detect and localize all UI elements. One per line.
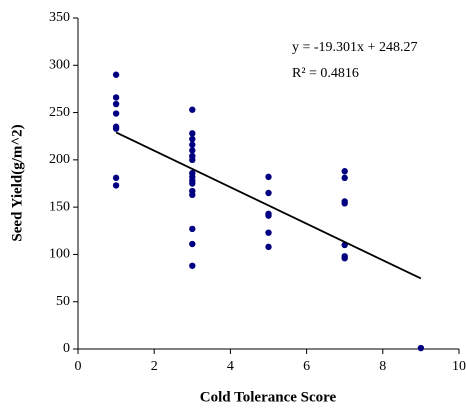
- data-point: [189, 240, 196, 248]
- data-point: [189, 147, 196, 154]
- data-point: [112, 174, 120, 182]
- data-point: [189, 191, 196, 199]
- y-tick-label: 200: [49, 152, 70, 167]
- data-point: [265, 173, 272, 181]
- x-tick-label: 10: [452, 359, 466, 374]
- data-point: [189, 180, 196, 187]
- data-point: [112, 182, 120, 189]
- data-point: [112, 71, 120, 78]
- data-point: [112, 100, 120, 108]
- x-tick-label: 8: [379, 359, 386, 374]
- data-point: [265, 212, 272, 219]
- data-point: [341, 168, 348, 175]
- data-point: [265, 229, 272, 236]
- y-tick-label: 50: [56, 294, 70, 309]
- data-point: [265, 189, 272, 197]
- data-point: [189, 135, 196, 143]
- data-point: [112, 94, 120, 101]
- data-point: [112, 110, 120, 117]
- r-squared-annotation: R² = 0.4816: [292, 66, 359, 81]
- y-tick-label: 250: [49, 105, 70, 120]
- y-tick-label: 150: [49, 199, 70, 214]
- data-point: [189, 130, 196, 137]
- x-axis-title: Cold Tolerance Score: [200, 389, 337, 405]
- data-point: [189, 141, 196, 148]
- data-point: [189, 225, 196, 233]
- x-tick-label: 6: [303, 359, 310, 374]
- x-tick-label: 2: [151, 359, 158, 374]
- x-tick-label: 0: [75, 359, 82, 374]
- data-point: [189, 262, 196, 269]
- data-point: [341, 200, 348, 207]
- y-axis-title: Seed Yield(g/m^2): [9, 124, 25, 241]
- equation-annotation: y = -19.301x + 248.27: [292, 40, 417, 55]
- data-point: [265, 243, 272, 251]
- x-tick-label: 4: [227, 359, 234, 374]
- y-tick-label: 300: [49, 58, 70, 73]
- data-point: [189, 106, 196, 113]
- data-point: [112, 125, 120, 132]
- data-point: [189, 156, 196, 164]
- data-point: [341, 255, 348, 262]
- data-point: [417, 344, 425, 352]
- trendline: [115, 131, 422, 280]
- data-point: [341, 174, 348, 182]
- y-tick-label: 100: [49, 247, 70, 262]
- y-tick-label: 0: [63, 341, 70, 356]
- y-tick-label: 350: [49, 10, 70, 25]
